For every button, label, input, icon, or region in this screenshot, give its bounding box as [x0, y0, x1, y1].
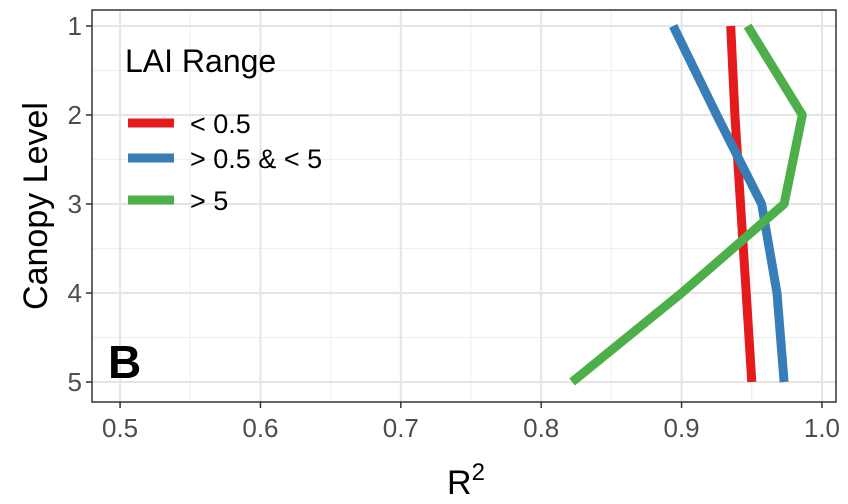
x-axis-title-superscript: 2	[472, 459, 485, 486]
x-tick-label: 0.8	[523, 413, 559, 443]
legend: LAI Range < 0.5 > 0.5 & < 5 > 5	[125, 43, 322, 216]
x-axis-title-base: R	[447, 464, 472, 502]
x-tick-label: 0.7	[383, 413, 419, 443]
series-line-1	[726, 25, 757, 383]
panel-border	[91, 9, 837, 403]
x-tick-label: 0.6	[242, 413, 278, 443]
legend-label-3: > 5	[190, 186, 228, 216]
y-tick-label: 5	[68, 367, 82, 397]
legend-title: LAI Range	[125, 43, 276, 79]
y-tick-label: 2	[68, 100, 82, 130]
y-tick-label: 4	[68, 278, 82, 308]
y-tick-label: 1	[68, 11, 82, 41]
x-axis-ticks: 0.5 0.6 0.7 0.8 0.9 1.0	[102, 402, 840, 443]
plot-area	[92, 10, 836, 402]
x-tick-label: 1.0	[804, 413, 840, 443]
x-axis-title: R2	[447, 459, 485, 502]
plot-panel	[92, 10, 836, 402]
x-tick-label: 0.9	[664, 413, 700, 443]
legend-items: < 0.5 > 0.5 & < 5 > 5	[128, 109, 322, 216]
y-axis-ticks: 1 2 3 4 5	[68, 11, 92, 397]
series-lines	[569, 23, 807, 386]
y-axis-title: Canopy Level	[17, 102, 55, 310]
x-tick-label: 0.5	[102, 413, 138, 443]
legend-label-2: > 0.5 & < 5	[190, 144, 322, 174]
series-line-2	[669, 24, 789, 383]
panel-frame	[91, 9, 837, 403]
legend-label-1: < 0.5	[190, 109, 251, 139]
series-line-3	[569, 23, 807, 386]
panel-label: B	[108, 336, 141, 388]
minor-gridlines	[92, 10, 836, 402]
y-tick-label: 3	[68, 189, 82, 219]
